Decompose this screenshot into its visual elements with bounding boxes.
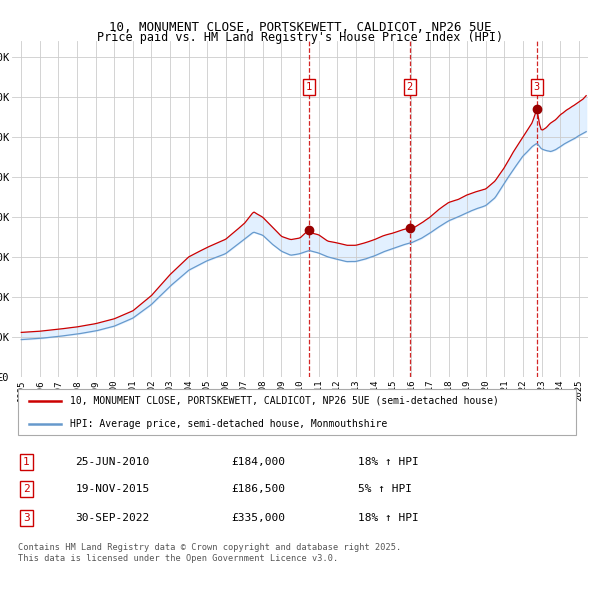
Text: 30-SEP-2022: 30-SEP-2022: [76, 513, 149, 523]
Text: £335,000: £335,000: [231, 513, 285, 523]
Text: HPI: Average price, semi-detached house, Monmouthshire: HPI: Average price, semi-detached house,…: [70, 419, 387, 428]
Text: 3: 3: [23, 513, 30, 523]
FancyBboxPatch shape: [18, 389, 577, 435]
Text: 2: 2: [407, 81, 413, 91]
Text: Contains HM Land Registry data © Crown copyright and database right 2025.
This d: Contains HM Land Registry data © Crown c…: [18, 543, 401, 562]
Text: 10, MONUMENT CLOSE, PORTSKEWETT, CALDICOT, NP26 5UE (semi-detached house): 10, MONUMENT CLOSE, PORTSKEWETT, CALDICO…: [70, 396, 499, 406]
Text: 18% ↑ HPI: 18% ↑ HPI: [358, 513, 418, 523]
Text: 25-JUN-2010: 25-JUN-2010: [76, 457, 149, 467]
Text: 2: 2: [23, 484, 30, 494]
Text: 10, MONUMENT CLOSE, PORTSKEWETT, CALDICOT, NP26 5UE: 10, MONUMENT CLOSE, PORTSKEWETT, CALDICO…: [109, 21, 491, 34]
Text: £184,000: £184,000: [231, 457, 285, 467]
Text: 1: 1: [23, 457, 30, 467]
Text: £186,500: £186,500: [231, 484, 285, 494]
Text: 5% ↑ HPI: 5% ↑ HPI: [358, 484, 412, 494]
Text: Price paid vs. HM Land Registry's House Price Index (HPI): Price paid vs. HM Land Registry's House …: [97, 31, 503, 44]
Text: 18% ↑ HPI: 18% ↑ HPI: [358, 457, 418, 467]
Text: 1: 1: [305, 81, 311, 91]
Text: 19-NOV-2015: 19-NOV-2015: [76, 484, 149, 494]
Text: 3: 3: [534, 81, 540, 91]
